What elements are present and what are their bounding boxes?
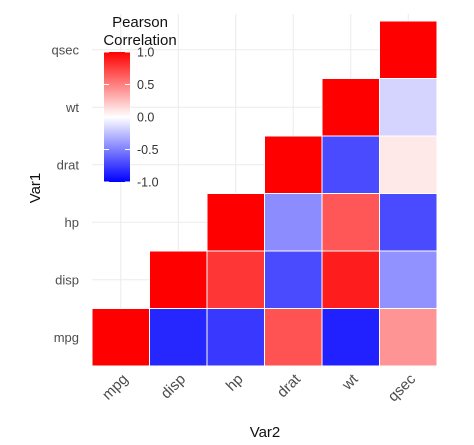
x-tick-labels: mpg disp hp drat wt qsec xyxy=(99,370,420,405)
heatmap-cell-hp-drat xyxy=(264,193,323,252)
heatmap-cell-mpg-hp xyxy=(206,308,265,367)
x-tick-label-wt: wt xyxy=(338,370,362,394)
heatmap-cells xyxy=(91,20,438,367)
x-tick-label-mpg: mpg xyxy=(99,371,132,404)
legend-tick-label: 0.5 xyxy=(137,78,154,92)
heatmap-cell-hp-wt xyxy=(321,193,380,252)
heatmap-cell-mpg-qsec xyxy=(379,308,438,367)
heatmap-cell-hp-hp xyxy=(206,193,265,252)
heatmap-cell-drat-wt xyxy=(321,135,380,194)
heatmap-cell-hp-qsec xyxy=(379,193,438,252)
y-tick-label-drat: drat xyxy=(57,157,80,172)
legend-tick-label: -1.0 xyxy=(137,176,159,190)
legend-title-line-1: Pearson xyxy=(112,14,168,31)
heatmap-cell-wt-qsec xyxy=(379,78,438,137)
y-axis-title: Var1 xyxy=(27,173,44,204)
x-tick-label-qsec: qsec xyxy=(385,370,420,405)
heatmap-cell-disp-hp xyxy=(206,250,265,309)
legend: Pearson Correlation 1.0 0.5 0.0 -0.5 -1.0 xyxy=(103,14,176,190)
y-tick-label-disp: disp xyxy=(55,272,79,287)
heatmap-cell-mpg-mpg xyxy=(91,308,150,367)
legend-tick-label: 0.0 xyxy=(137,111,154,125)
legend-tick-label: 1.0 xyxy=(137,46,154,60)
heatmap-cell-wt-wt xyxy=(321,78,380,137)
legend-title-line-2: Correlation xyxy=(103,32,176,49)
x-tick-label-disp: disp xyxy=(158,371,189,402)
heatmap-cell-mpg-wt xyxy=(321,308,380,367)
y-tick-label-wt: wt xyxy=(65,100,79,115)
x-tick-label-drat: drat xyxy=(274,370,305,401)
heatmap-cell-qsec-qsec xyxy=(379,20,438,79)
x-tick-label-hp: hp xyxy=(223,371,247,395)
heatmap-cell-disp-disp xyxy=(149,250,208,309)
y-tick-label-hp: hp xyxy=(65,215,79,230)
y-tick-label-qsec: qsec xyxy=(52,42,80,57)
y-tick-label-mpg: mpg xyxy=(54,330,79,345)
heatmap-cell-disp-qsec xyxy=(379,250,438,309)
heatmap-cell-mpg-disp xyxy=(149,308,208,367)
heatmap-cell-mpg-drat xyxy=(264,308,323,367)
y-tick-labels: mpg disp hp drat wt qsec xyxy=(52,42,80,345)
legend-tick-label: -0.5 xyxy=(137,143,159,157)
heatmap-cell-disp-drat xyxy=(264,250,323,309)
heatmap-cell-drat-drat xyxy=(264,135,323,194)
heatmap-cell-disp-wt xyxy=(321,250,380,309)
x-axis-title: Var2 xyxy=(250,424,281,441)
heatmap-cell-drat-qsec xyxy=(379,135,438,194)
